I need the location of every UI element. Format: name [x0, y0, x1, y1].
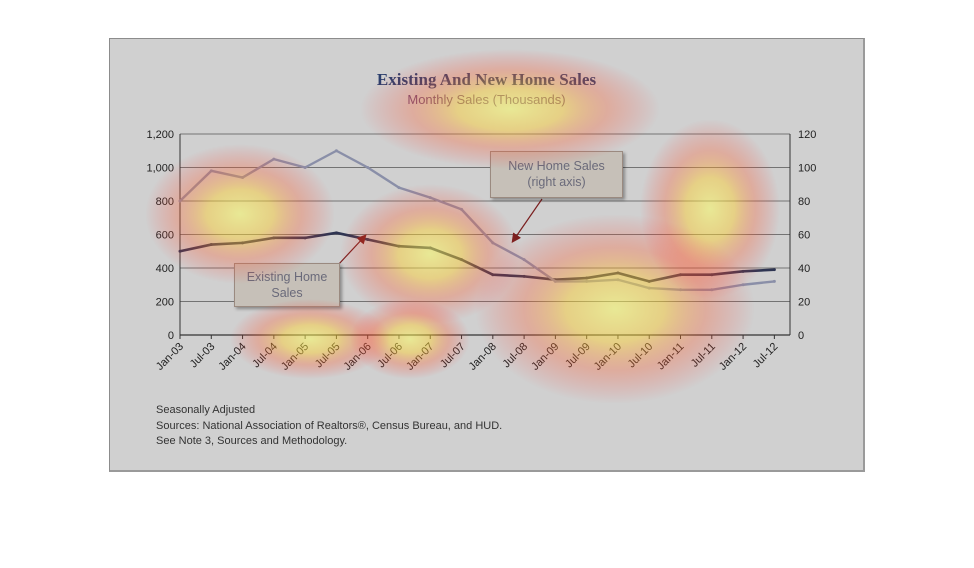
note-methodology: See Note 3, Sources and Methodology.: [156, 435, 348, 447]
data-point: [397, 186, 401, 190]
data-point: [241, 176, 245, 180]
x-tick-label: Jul-09: [563, 341, 593, 371]
data-point: [616, 271, 620, 275]
data-point: [334, 231, 338, 235]
x-tick-label: Jul-05: [313, 341, 343, 371]
data-point: [710, 273, 714, 277]
data-point: [303, 166, 307, 169]
x-tick-label: Jul-10: [626, 341, 656, 371]
existing-home-sales-callout: Existing Home Sales: [234, 263, 340, 307]
data-point: [272, 236, 276, 240]
data-point: [241, 241, 245, 245]
existing-callout-line1: Existing Home: [246, 270, 328, 284]
y-right-tick-label: 100: [798, 163, 816, 175]
data-point: [209, 169, 213, 173]
data-point: [522, 274, 526, 278]
y-left-tick-label: 0: [168, 330, 174, 342]
chart-subtitle: Monthly Sales (Thousands): [407, 92, 566, 107]
x-tick-label: Jan-09: [529, 341, 561, 373]
x-tick-label: Jan-11: [655, 341, 687, 373]
data-point: [366, 238, 370, 242]
data-point: [303, 236, 307, 240]
data-point: [209, 243, 213, 247]
data-point: [460, 207, 464, 211]
x-tick-label: Jan-07: [404, 341, 436, 373]
x-tick-label: Jul-11: [689, 341, 718, 370]
data-point: [585, 276, 589, 280]
data-point: [460, 258, 464, 262]
existing-home-arrow: [337, 234, 367, 266]
y-right-tick-label: 120: [798, 129, 816, 141]
data-point: [741, 269, 745, 273]
chart-notes: Seasonally Adjusted Sources: National As…: [156, 403, 502, 450]
chart-panel: 0 0 200 20 400 40 600 60 800 80 1,000 100 1,200 120 Ja…: [109, 38, 865, 472]
data-point: [553, 279, 557, 283]
data-point: [178, 199, 182, 203]
x-tick-label: Jul-04: [250, 341, 280, 371]
y-left-tick-label: 800: [156, 196, 174, 208]
y-left-tick-label: 600: [156, 230, 174, 242]
data-point: [491, 241, 495, 245]
y-right-tick-label: 0: [798, 330, 804, 342]
y-left-tick-label: 1,200: [146, 129, 174, 141]
data-point: [334, 149, 338, 153]
data-point: [272, 157, 276, 161]
note-sources: Sources: National Association of Realtor…: [156, 419, 503, 432]
x-tick-label: Jan-04: [216, 341, 248, 373]
data-point: [585, 279, 589, 283]
new-home-sales-callout: New Home Sales (right axis): [490, 151, 623, 198]
x-tick-label: Jan-05: [279, 341, 311, 373]
data-point: [679, 288, 683, 292]
data-point: [679, 273, 683, 277]
x-tick-label: Jan-06: [342, 341, 374, 373]
data-point: [366, 166, 370, 169]
note-seasonally-adjusted: Seasonally Adjusted: [156, 404, 256, 416]
y-right-tick-label: 20: [798, 297, 810, 309]
data-point: [710, 288, 714, 292]
data-point: [647, 286, 651, 290]
data-point: [772, 279, 776, 283]
data-point: [772, 268, 776, 272]
data-point: [741, 283, 745, 287]
y-right-tick-label: 40: [798, 263, 810, 275]
data-point: [616, 278, 620, 282]
y-right-tick-label: 60: [798, 230, 810, 242]
data-point: [522, 258, 526, 262]
y-right-tick-label: 80: [798, 196, 810, 208]
chart-title: Existing And New Home Sales: [376, 70, 597, 89]
x-tick-label: Jul-03: [188, 341, 218, 371]
x-tick-label: Jan-08: [467, 341, 499, 373]
x-tick-label: Jul-07: [438, 341, 468, 371]
x-tick-label: Jan-10: [592, 341, 624, 373]
data-point: [491, 273, 495, 277]
data-point: [397, 244, 401, 248]
x-tick-label: Jul-06: [375, 341, 405, 371]
y-left-tick-label: 200: [156, 297, 174, 309]
x-tick-label: Jul-12: [751, 341, 781, 371]
x-tick-label: Jan-03: [154, 341, 186, 373]
data-point: [178, 249, 182, 253]
existing-callout-line2: Sales: [271, 286, 303, 300]
y-left-tick-label: 400: [156, 263, 174, 275]
x-tick-label: Jan-12: [717, 341, 749, 373]
y-left-tick-label: 1,000: [146, 163, 174, 175]
data-point: [647, 279, 651, 283]
data-point: [428, 246, 432, 250]
data-point: [428, 196, 432, 200]
new-home-callout-line2: (right axis): [527, 175, 586, 189]
x-tick-label: Jul-08: [501, 341, 531, 371]
new-home-callout-line1: New Home Sales: [508, 159, 605, 173]
